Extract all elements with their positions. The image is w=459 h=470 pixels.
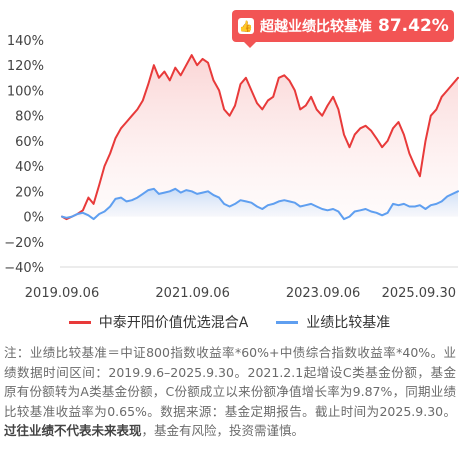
performance-chart: −40% −20% 0% 20% 40% 60% 80% 100% 120% 140% 2019.…: [4, 34, 459, 300]
y-tick-label: −40%: [4, 261, 44, 276]
series-line-benchmark: [61, 187, 459, 221]
series-line-fund: [61, 54, 459, 221]
legend-label-benchmark: 业绩比较基准: [306, 315, 391, 331]
x-tick-label: 2023.09.06: [286, 286, 360, 300]
y-tick-label: 100%: [7, 84, 44, 99]
x-axis-ticks: 2019.09.06 2021.09.06 2023.09.06 2025.09.30: [25, 286, 456, 300]
legend-swatch-fund: [68, 320, 91, 324]
y-tick-label: 0%: [23, 211, 44, 226]
footnote-bold: 过往业绩不代表未来表现: [4, 423, 142, 438]
legend-item-fund: 中泰开阳价值优选混合A: [68, 312, 249, 332]
x-tick-label: 2025.09.30: [382, 286, 456, 300]
series-areas: [62, 55, 458, 220]
series-area-fund: [62, 55, 458, 220]
footnote: 注：业绩比较基准＝中证800指数收益率*60%+中债综合指数收益率*40%。业绩…: [4, 343, 456, 441]
footnote-text-2: ，基金有风险，投资需谨慎。: [141, 423, 305, 438]
legend-label-fund: 中泰开阳价值优选混合A: [98, 315, 249, 331]
y-tick-label: 20%: [15, 185, 44, 200]
y-tick-label: 40%: [15, 160, 44, 175]
y-tick-label: −20%: [4, 236, 44, 251]
y-tick-label: 140%: [7, 34, 44, 49]
badge-label: 超越业绩比较基准: [260, 19, 372, 35]
y-tick-label: 60%: [15, 135, 44, 150]
legend-swatch-benchmark: [276, 320, 299, 324]
x-tick-label: 2019.09.06: [25, 286, 99, 300]
badge-value: 87.42%: [378, 16, 449, 36]
badge-pointer: [244, 42, 256, 48]
series-lines: [61, 54, 459, 221]
x-tick-label: 2021.09.06: [155, 286, 229, 300]
thumbs-up-icon: 👍: [238, 18, 254, 34]
y-axis-ticks: −40% −20% 0% 20% 40% 60% 80% 100% 120% 140%: [4, 34, 44, 276]
y-tick-label: 80%: [15, 110, 44, 125]
chart-legend: 中泰开阳价值优选混合A 业绩比较基准: [0, 310, 459, 334]
y-tick-label: 120%: [7, 59, 44, 74]
footnote-text-1: 注：业绩比较基准＝中证800指数收益率*60%+中债综合指数收益率*40%。业绩…: [4, 345, 456, 419]
outperformance-badge: 👍 超越业绩比较基准 87.42%: [232, 10, 454, 42]
legend-item-benchmark: 业绩比较基准: [276, 312, 390, 332]
